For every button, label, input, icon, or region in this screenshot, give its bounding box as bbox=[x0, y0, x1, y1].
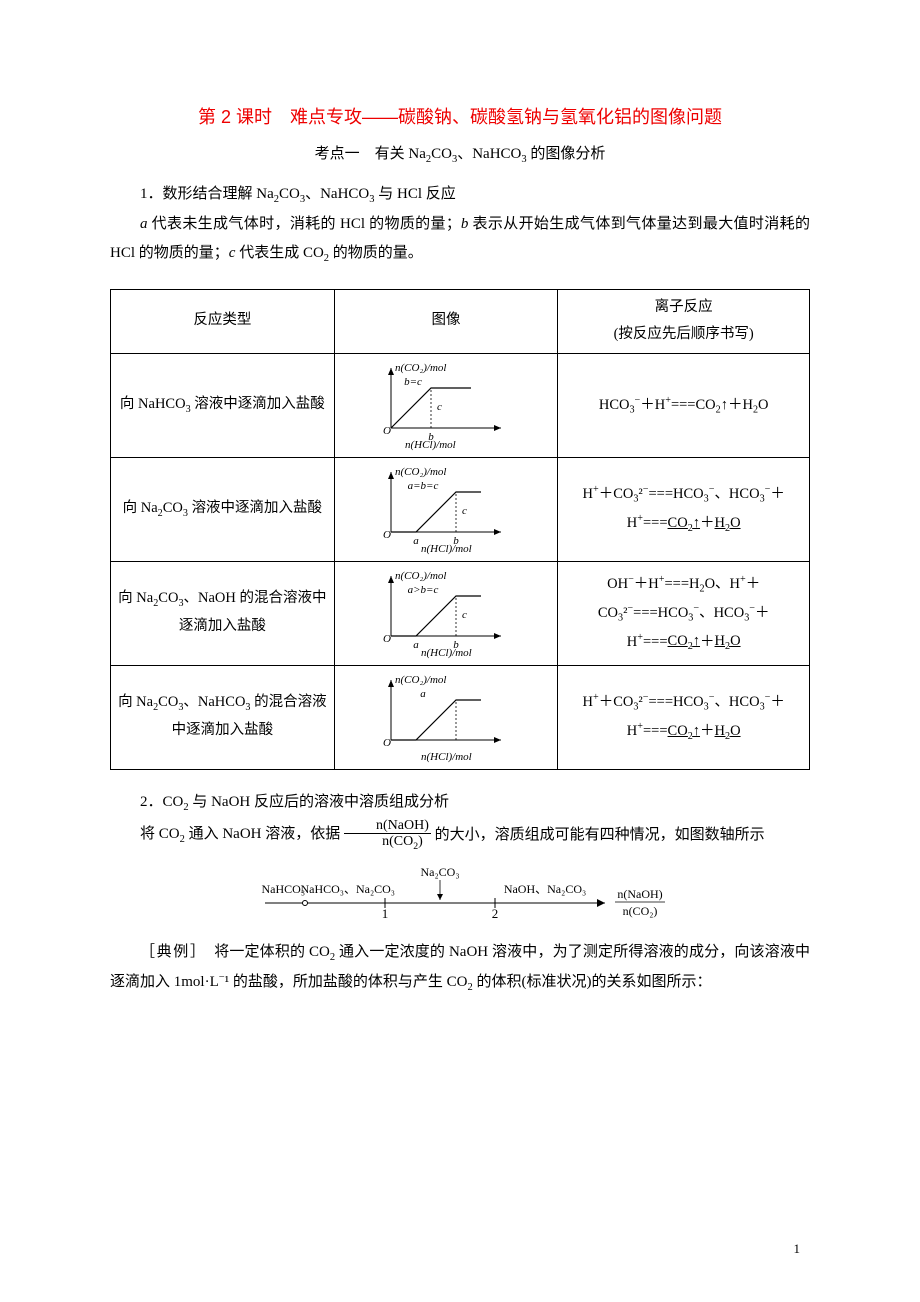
svg-text:2: 2 bbox=[492, 906, 499, 921]
numline-svg: NaHCO₃ NaHCO₃、Na₂CO₃ Na₂CO₃ NaOH、Na₂CO₃ … bbox=[245, 858, 675, 928]
svg-text:a c a b: a c a b bbox=[420, 688, 426, 700]
svg-text:n(HCl)/mol: n(HCl)/mol bbox=[421, 647, 472, 659]
table-header-row: 反应类型 图像 离子反应 (按反应先后顺序书写) bbox=[111, 289, 810, 353]
svg-text:c: c bbox=[437, 401, 442, 413]
svg-text:1: 1 bbox=[382, 906, 389, 921]
th-image: 图像 bbox=[334, 289, 558, 353]
svg-text:n(CO₂)/mol: n(CO₂)/mol bbox=[395, 362, 447, 374]
cell-reaction: 向 Na2CO3 溶液中逐滴加入盐酸 bbox=[111, 457, 335, 561]
intro-2: a 代表未生成气体时，消耗的 HCl 的物质的量；b 表示从开始生成气体到气体量… bbox=[110, 210, 810, 268]
example-text: 将一定体积的 CO2 通入一定浓度的 NaOH 溶液中，为了测定所得溶液的成分，… bbox=[110, 944, 810, 990]
cell-graph: n(CO₂)/mol n(HCl)/mol O a>b=c c a b bbox=[334, 561, 558, 665]
svg-text:c: c bbox=[462, 505, 467, 517]
fraction-ratio: n(NaOH) n(CO2) bbox=[344, 818, 431, 853]
svg-text:n(NaOH): n(NaOH) bbox=[617, 887, 662, 901]
svg-text:n(HCl)/mol: n(HCl)/mol bbox=[421, 543, 472, 555]
svg-text:n(CO₂)/mol: n(CO₂)/mol bbox=[395, 466, 447, 478]
svg-text:a: a bbox=[413, 639, 419, 651]
svg-text:Na₂CO₃: Na₂CO₃ bbox=[420, 865, 459, 879]
cell-graph: n(CO₂)/mol n(HCl)/mol O a=b=c c a b bbox=[334, 457, 558, 561]
svg-text:a=b=c: a=b=c bbox=[408, 480, 439, 492]
table-row: 向 Na2CO3 溶液中逐滴加入盐酸 n(CO₂)/mol n(HCl)/mol… bbox=[111, 457, 810, 561]
section-2-heading: 2．CO2 与 NaOH 反应后的溶液中溶质组成分析 bbox=[110, 788, 810, 818]
sec2-a: 将 CO2 通入 NaOH 溶液，依据 bbox=[140, 826, 344, 842]
sec2-b: 的大小，溶质组成可能有四种情况，如图数轴所示 bbox=[435, 826, 765, 842]
cell-reaction: 向 Na2CO3、NaHCO3 的混合溶液中逐滴加入盐酸 bbox=[111, 665, 335, 769]
cell-ionic: H+＋CO3²−===HCO3−、HCO3−＋H+===CO2↑＋H2O bbox=[558, 665, 810, 769]
svg-text:b: b bbox=[453, 639, 459, 651]
cell-ionic: OH−＋H+===H2O、H+＋CO3²−===HCO3−、HCO3−＋H+==… bbox=[558, 561, 810, 665]
svg-text:a>b=c: a>b=c bbox=[408, 584, 439, 596]
th-ionic: 离子反应 (按反应先后顺序书写) bbox=[558, 289, 810, 353]
cell-reaction: 向 NaHCO3 溶液中逐滴加入盐酸 bbox=[111, 353, 335, 457]
reaction-table: 反应类型 图像 离子反应 (按反应先后顺序书写) 向 NaHCO3 溶液中逐滴加… bbox=[110, 289, 810, 770]
cell-reaction: 向 Na2CO3、NaOH 的混合溶液中逐滴加入盐酸 bbox=[111, 561, 335, 665]
number-line-diagram: NaHCO₃ NaHCO₃、Na₂CO₃ Na₂CO₃ NaOH、Na₂CO₃ … bbox=[110, 858, 810, 928]
svg-text:b=c: b=c bbox=[404, 376, 422, 388]
page-number: 1 bbox=[794, 1237, 801, 1262]
svg-text:b: b bbox=[428, 431, 434, 443]
intro-2-p3: 代表生成 CO2 的物质的量。 bbox=[235, 245, 422, 261]
frac-den: n(CO2) bbox=[344, 834, 431, 853]
cell-graph: n(CO₂)/mol n(HCl)/mol O a c a b bbox=[334, 665, 558, 769]
cell-ionic: H+＋CO3²−===HCO3−、HCO3−＋H+===CO2↑＋H2O bbox=[558, 457, 810, 561]
intro-1: 1．数形结合理解 Na2CO3、NaHCO3 与 HCl 反应 bbox=[110, 180, 810, 210]
table-row: 向 Na2CO3、NaHCO3 的混合溶液中逐滴加入盐酸 n(CO₂)/mol … bbox=[111, 665, 810, 769]
svg-text:b: b bbox=[453, 535, 459, 547]
svg-text:n(CO₂)/mol: n(CO₂)/mol bbox=[395, 570, 447, 582]
svg-text:NaHCO₃: NaHCO₃ bbox=[261, 882, 305, 896]
th-ionic-l2: (按反应先后顺序书写) bbox=[614, 326, 754, 342]
example-paragraph: ［典例］ 将一定体积的 CO2 通入一定浓度的 NaOH 溶液中，为了测定所得溶… bbox=[110, 938, 810, 998]
th-ionic-l1: 离子反应 bbox=[655, 299, 713, 315]
section-2-text: 将 CO2 通入 NaOH 溶液，依据 n(NaOH) n(CO2) 的大小，溶… bbox=[110, 818, 810, 853]
th-reaction: 反应类型 bbox=[111, 289, 335, 353]
intro-2-p1: 代表未生成气体时，消耗的 HCl 的物质的量； bbox=[148, 216, 461, 232]
svg-text:O: O bbox=[383, 737, 391, 749]
svg-text:O: O bbox=[383, 425, 391, 437]
page-title: 第 2 课时 难点专攻——碳酸钠、碳酸氢钠与氢氧化铝的图像问题 bbox=[110, 100, 810, 134]
section-subtitle: 考点一 有关 Na2CO3、NaHCO3 的图像分析 bbox=[110, 140, 810, 170]
svg-text:NaOH、Na₂CO₃: NaOH、Na₂CO₃ bbox=[504, 882, 586, 896]
example-label: ［典例］ bbox=[140, 944, 199, 960]
svg-text:c: c bbox=[462, 609, 467, 621]
var-a: a bbox=[140, 216, 148, 232]
cell-ionic: HCO3−＋H+===CO2↑＋H2O bbox=[558, 353, 810, 457]
svg-text:n(CO₂): n(CO₂) bbox=[623, 904, 658, 918]
cell-graph: n(CO₂)/mol n(HCl)/mol O b=c c b bbox=[334, 353, 558, 457]
svg-text:NaHCO₃、Na₂CO₃: NaHCO₃、Na₂CO₃ bbox=[300, 882, 395, 896]
table-row: 向 Na2CO3、NaOH 的混合溶液中逐滴加入盐酸 n(CO₂)/mol n(… bbox=[111, 561, 810, 665]
frac-num: n(NaOH) bbox=[344, 818, 431, 834]
svg-text:O: O bbox=[383, 633, 391, 645]
svg-text:n(HCl)/mol: n(HCl)/mol bbox=[421, 751, 472, 763]
svg-text:n(CO₂)/mol: n(CO₂)/mol bbox=[395, 674, 447, 686]
table-row: 向 NaHCO3 溶液中逐滴加入盐酸 n(CO₂)/mol n(HCl)/mol… bbox=[111, 353, 810, 457]
svg-text:O: O bbox=[383, 529, 391, 541]
svg-text:a: a bbox=[413, 535, 419, 547]
